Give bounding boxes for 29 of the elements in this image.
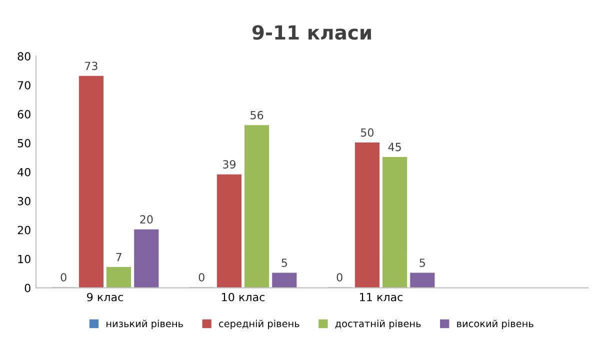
x-tick-label: 10 клас [222, 292, 265, 302]
y-tick-label: 70 [18, 81, 30, 90]
y-tick-label: 30 [18, 196, 30, 206]
data-label: 39 [222, 160, 236, 169]
y-tick-label: 50 [18, 139, 30, 148]
y-tick-label: 10 [18, 254, 30, 264]
data-label: 5 [420, 258, 425, 268]
data-label: 56 [250, 110, 264, 120]
y-tick-label: 60 [18, 110, 30, 118]
legend-label: середній рівень [219, 320, 300, 330]
data-label: 73 [85, 62, 98, 70]
data-label: 7 [116, 252, 122, 262]
y-tick-label: 20 [18, 226, 30, 234]
data-label: 5 [282, 258, 287, 268]
data-label: 20 [140, 215, 153, 224]
legend-label: низький рівень [106, 320, 183, 330]
data-label: 0 [336, 273, 342, 282]
x-tick-label: 11 клас [360, 293, 403, 302]
y-tick-label: 0 [24, 284, 30, 292]
legend-label: високий рівень [457, 320, 534, 330]
legend-label: достатній рівень [335, 320, 421, 330]
y-tick-label: 40 [18, 168, 30, 176]
x-tick-label: 9 клас [87, 292, 123, 302]
data-label: 50 [360, 128, 374, 137]
chart-title: 9-11 класи [252, 25, 371, 40]
data-label: 45 [388, 142, 401, 152]
data-label: 0 [60, 273, 66, 282]
y-tick-label: 80 [18, 52, 30, 61]
data-label: 0 [198, 273, 204, 282]
